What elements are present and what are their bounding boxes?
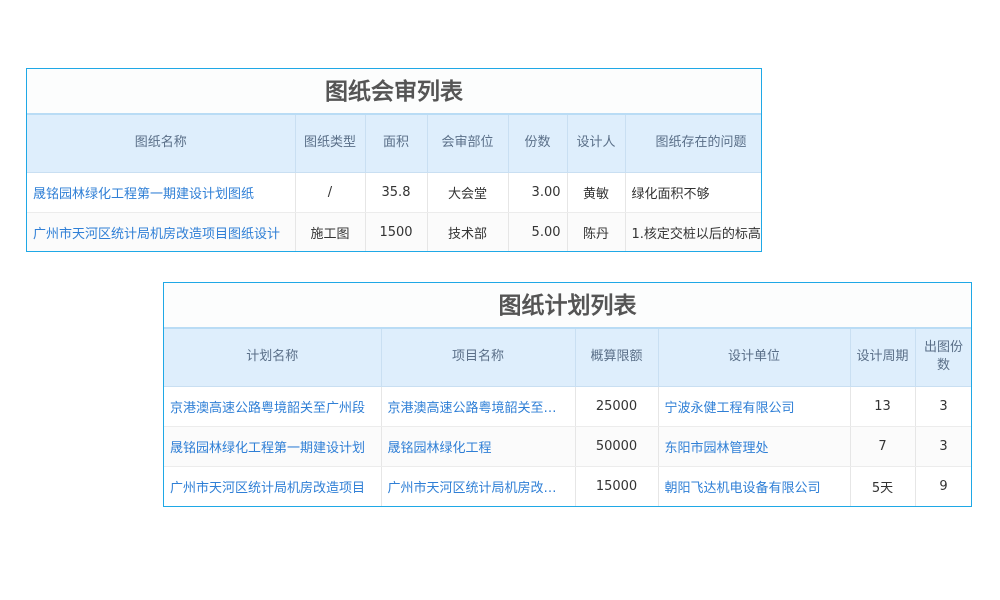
cell: 大会堂 <box>427 172 509 213</box>
cell: 7 <box>850 426 916 467</box>
col-header[interactable]: 图纸存在的问题 <box>625 115 761 173</box>
col-header[interactable]: 概算限额 <box>575 329 659 387</box>
project-name-link[interactable]: 晟铭园林绿化工程 <box>381 426 576 467</box>
drawing-review-table: 图纸名称 图纸类型 面积 会审部位 份数 设计人 图纸存在的问题 晟铭园林绿化工… <box>27 115 761 251</box>
cell: 1.核定交桩以后的标高 <box>625 212 761 251</box>
cell: 13 <box>850 386 916 427</box>
drawing-name-link[interactable]: 广州市天河区统计局机房改造项目图纸设计 <box>27 212 296 251</box>
col-header[interactable]: 图纸类型 <box>295 115 366 173</box>
cell: 1500 <box>365 212 428 251</box>
cell: 绿化面积不够 <box>625 172 761 213</box>
drawing-name-link[interactable]: 晟铭园林绿化工程第一期建设计划图纸 <box>27 172 296 213</box>
table-row[interactable]: 广州市天河区统计局机房改造项目 广州市天河区统计局机房改造项目 15000 朝阳… <box>164 466 971 506</box>
table-header-row: 计划名称 项目名称 概算限额 设计单位 设计周期 出图份数 <box>164 329 971 387</box>
cell: 施工图 <box>295 212 366 251</box>
col-header[interactable]: 份数 <box>508 115 568 173</box>
cell: 15000 <box>575 466 659 506</box>
drawing-review-title: 图纸会审列表 <box>27 69 761 115</box>
project-name-link[interactable]: 广州市天河区统计局机房改造项目 <box>381 466 576 506</box>
col-header[interactable]: 设计人 <box>567 115 626 173</box>
cell: 25000 <box>575 386 659 427</box>
design-unit-link[interactable]: 东阳市园林管理处 <box>658 426 851 467</box>
col-header[interactable]: 设计周期 <box>850 329 916 387</box>
plan-name-link[interactable]: 晟铭园林绿化工程第一期建设计划 <box>164 426 382 467</box>
cell: 50000 <box>575 426 659 467</box>
col-header[interactable]: 会审部位 <box>427 115 509 173</box>
cell: 陈丹 <box>567 212 626 251</box>
design-unit-link[interactable]: 宁波永健工程有限公司 <box>658 386 851 427</box>
cell: 5天 <box>850 466 916 506</box>
table-row[interactable]: 广州市天河区统计局机房改造项目图纸设计 施工图 1500 技术部 5.00 陈丹… <box>27 212 761 251</box>
col-header[interactable]: 计划名称 <box>164 329 382 387</box>
col-header[interactable]: 面积 <box>365 115 428 173</box>
table-row[interactable]: 晟铭园林绿化工程第一期建设计划图纸 / 35.8 大会堂 3.00 黄敏 绿化面… <box>27 172 761 213</box>
cell: 35.8 <box>365 172 428 213</box>
cell: 技术部 <box>427 212 509 251</box>
cell: 3 <box>915 386 971 427</box>
table-row[interactable]: 京港澳高速公路粤境韶关至广州段 京港澳高速公路粤境韶关至广州段 25000 宁波… <box>164 386 971 427</box>
col-header[interactable]: 图纸名称 <box>27 115 296 173</box>
cell: 黄敏 <box>567 172 626 213</box>
project-name-link[interactable]: 京港澳高速公路粤境韶关至广州段 <box>381 386 576 427</box>
col-header[interactable]: 出图份数 <box>915 329 971 387</box>
drawing-plan-table: 计划名称 项目名称 概算限额 设计单位 设计周期 出图份数 京港澳高速公路粤境韶… <box>164 329 971 506</box>
drawing-review-panel: 图纸会审列表 图纸名称 图纸类型 面积 会审部位 份数 设计人 图纸存在的问题 … <box>26 68 762 252</box>
table-header-row: 图纸名称 图纸类型 面积 会审部位 份数 设计人 图纸存在的问题 <box>27 115 761 173</box>
drawing-plan-panel: 图纸计划列表 计划名称 项目名称 概算限额 设计单位 设计周期 出图份数 京港澳… <box>163 282 972 507</box>
drawing-plan-title: 图纸计划列表 <box>164 283 971 329</box>
col-header[interactable]: 设计单位 <box>658 329 851 387</box>
table-row[interactable]: 晟铭园林绿化工程第一期建设计划 晟铭园林绿化工程 50000 东阳市园林管理处 … <box>164 426 971 467</box>
cell: 3 <box>915 426 971 467</box>
cell: / <box>295 172 366 213</box>
plan-name-link[interactable]: 京港澳高速公路粤境韶关至广州段 <box>164 386 382 427</box>
design-unit-link[interactable]: 朝阳飞达机电设备有限公司 <box>658 466 851 506</box>
col-header[interactable]: 项目名称 <box>381 329 576 387</box>
cell: 5.00 <box>508 212 568 251</box>
cell: 9 <box>915 466 971 506</box>
plan-name-link[interactable]: 广州市天河区统计局机房改造项目 <box>164 466 382 506</box>
cell: 3.00 <box>508 172 568 213</box>
